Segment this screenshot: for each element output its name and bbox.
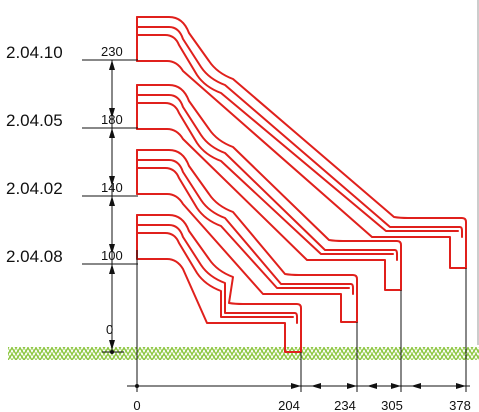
slide-inner-rail (136, 167, 350, 289)
slide-inner-rail (136, 34, 459, 232)
width-label: 378 (449, 398, 471, 412)
ground-height-label: 0 (106, 322, 113, 337)
slide-underside (136, 193, 358, 323)
slide-inner-rail (136, 26, 463, 238)
height-label: 230 (101, 44, 123, 59)
height-dimension (102, 60, 124, 354)
grass-ground (8, 347, 479, 360)
width-extension-lines (136, 250, 467, 392)
slide-outer-rail (136, 149, 358, 323)
slide-inner-rail (136, 102, 394, 255)
height-leaders (82, 59, 138, 265)
width-label: 204 (278, 398, 300, 412)
slide-inner-rail (136, 94, 398, 261)
width-label: 234 (334, 398, 356, 412)
slide-inner-rail (136, 159, 354, 295)
slides-group (136, 16, 467, 353)
height-label: 180 (101, 112, 123, 127)
slide-code-label: 2.04.08 (6, 247, 63, 266)
width-label: 305 (381, 398, 403, 412)
slide-inner-rail (136, 232, 294, 318)
width-dimension (127, 383, 470, 389)
slide-outer-rail (136, 84, 402, 291)
height-label: 100 (101, 248, 123, 263)
slide-inner-rail (136, 224, 298, 324)
height-label: 140 (101, 180, 123, 195)
slide-outer-rail (136, 214, 302, 353)
slide-underside (136, 60, 467, 269)
slide-code-label: 2.04.10 (6, 43, 63, 62)
slide-underside (136, 258, 302, 353)
slide-code-label: 2.04.05 (6, 111, 63, 130)
slide-code-label: 2.04.02 (6, 179, 63, 198)
slide-underside (136, 128, 402, 291)
slide-outer-rail (136, 16, 467, 269)
width-label: 0 (133, 398, 140, 412)
